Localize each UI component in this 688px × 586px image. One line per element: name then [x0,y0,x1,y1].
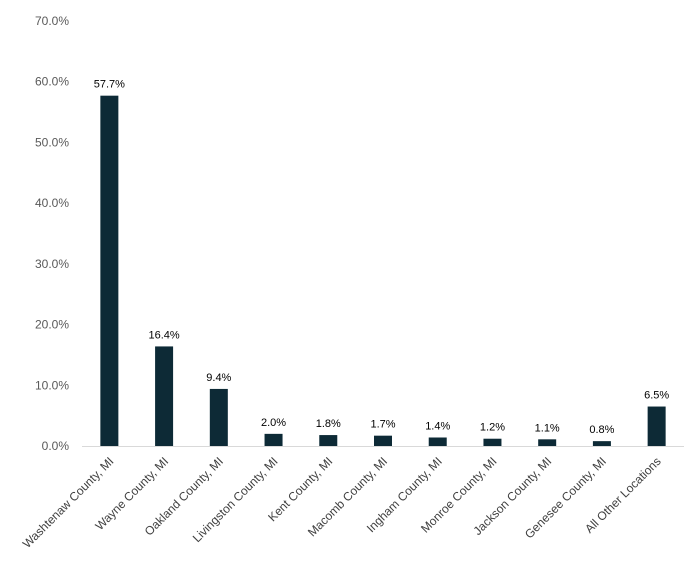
data-label: 57.7% [94,79,125,91]
data-label: 16.4% [148,329,179,341]
y-tick-label: 30.0% [35,257,69,271]
bar [374,435,392,446]
y-tick-label: 10.0% [35,378,69,392]
data-label: 6.5% [644,390,669,402]
data-labels: 57.7% 16.4% 9.4% 2.0% 1.8% 1.7% 1.4% 1.2% 1.1% 0.… [94,79,670,436]
y-tick-label: 0.0% [42,439,70,453]
bar [592,441,611,446]
bar [428,437,447,446]
bar [538,439,557,446]
data-label: 1.8% [316,418,341,430]
bar [647,406,666,446]
y-tick-label: 60.0% [35,75,69,89]
y-axis-ticks: 0.0% 10.0% 20.0% 30.0% 40.0% 50.0% 60.0% 70.0% [35,14,69,453]
y-tick-label: 70.0% [35,14,69,28]
bar [209,388,228,446]
data-label: 9.4% [206,372,231,384]
bar-series [100,95,666,446]
bar [264,433,283,446]
bar [319,435,338,446]
y-tick-label: 50.0% [35,135,69,149]
data-label: 1.1% [535,422,560,434]
data-label: 2.0% [261,417,286,429]
bar [155,346,174,446]
bar [483,438,502,446]
data-label: 1.2% [480,422,505,434]
data-label: 0.8% [589,424,614,436]
y-tick-label: 40.0% [35,196,69,210]
bar [100,95,119,446]
data-label: 1.7% [370,419,395,431]
x-tick-label: Washtenaw County, MI [20,454,117,551]
y-tick-label: 20.0% [35,318,69,332]
data-label: 1.4% [425,421,450,433]
